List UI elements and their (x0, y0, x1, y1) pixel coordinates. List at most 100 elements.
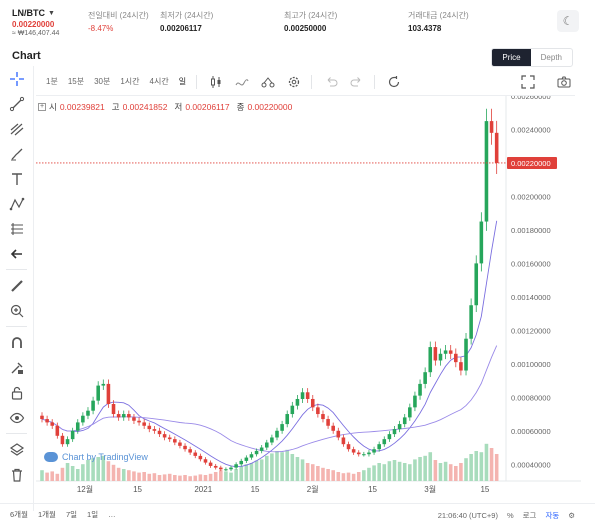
candle-body (402, 417, 407, 425)
eye-icon[interactable] (0, 405, 34, 430)
pair-selector[interactable]: LN/BTC ▼ (12, 8, 102, 18)
y-tick-label: 0.00080000 (511, 393, 551, 402)
volume-bar (331, 470, 335, 481)
crosshair-icon[interactable] (0, 66, 34, 91)
chevron-down-icon[interactable]: ▼ (48, 9, 55, 17)
range-7d[interactable]: 7일 (65, 510, 78, 519)
candle-body (86, 410, 90, 416)
clock-text: 21:06:40 (UTC+9) (437, 511, 498, 520)
volume-bar (362, 470, 366, 481)
legend-open: 0.00239821 (59, 102, 105, 112)
candle-body (270, 437, 274, 443)
volume-bar (249, 463, 254, 481)
ruler-icon[interactable] (0, 273, 34, 298)
tradingview-watermark[interactable]: Chart by TradingView (44, 452, 148, 462)
candle-body (479, 221, 484, 264)
drawing-toolbar (0, 66, 34, 511)
candle-body (300, 392, 305, 399)
interval-1h[interactable]: 1시간 (120, 77, 140, 86)
gear-icon[interactable]: ⚙ (568, 511, 575, 520)
stat-value: 0.00206117 (160, 24, 202, 33)
candle-body (162, 434, 167, 438)
auto-toggle[interactable]: 자동 (545, 511, 560, 520)
log-toggle[interactable]: 로그 (522, 511, 537, 520)
settings-icon[interactable] (287, 75, 301, 89)
y-tick-label: 0.00260000 (511, 96, 551, 101)
ticker-info[interactable]: LN/BTC ▼ 0.00220000 ≈ ₩146,407.44 (12, 8, 102, 37)
candle-body (484, 121, 489, 222)
candle-body (428, 347, 433, 373)
interval-1m[interactable]: 1분 (46, 77, 58, 86)
interval-1d[interactable]: 일 (178, 77, 187, 86)
candle-body (198, 455, 203, 460)
volume-bar (183, 475, 187, 481)
line-type-icon[interactable] (235, 75, 249, 89)
candle-body (408, 407, 412, 418)
volume-bar (229, 472, 233, 481)
stat-value: 0.00250000 (284, 24, 327, 33)
text-icon[interactable] (0, 166, 34, 191)
indicator-icon[interactable] (261, 75, 275, 89)
volume-bar (106, 461, 111, 481)
volume-bar (50, 471, 55, 481)
trend-line-icon[interactable] (0, 91, 34, 116)
range-6m[interactable]: 6개월 (10, 510, 28, 519)
stat-high: 최고가 (24시간) 0.00250000 (284, 10, 337, 33)
candle-body (254, 450, 259, 455)
collapse-icon[interactable]: + (38, 103, 46, 111)
range-more[interactable]: … (108, 510, 116, 519)
undo-icon[interactable] (324, 75, 338, 89)
camera-icon[interactable] (557, 75, 571, 89)
candle-body (45, 419, 49, 423)
stay-drawing-icon[interactable] (0, 355, 34, 380)
volume-bar (290, 454, 295, 481)
volume-bar (178, 475, 182, 481)
interval-30m[interactable]: 30분 (94, 77, 111, 86)
moon-icon[interactable]: ☾ (557, 10, 579, 32)
arrow-left-icon[interactable] (0, 241, 34, 266)
candle-type-icon[interactable] (209, 75, 223, 89)
measure-icon[interactable] (0, 216, 34, 241)
tab-price[interactable]: Price (492, 49, 531, 66)
volume-bar (132, 471, 136, 481)
reload-icon[interactable] (387, 75, 401, 89)
volume-bar (341, 473, 346, 481)
lock-icon[interactable] (0, 380, 34, 405)
stat-label: 최저가 (24시간) (160, 11, 214, 20)
candle-body (474, 263, 479, 306)
chart-toolbar: 1분 15분 30분 1시간 4시간 일 (36, 68, 575, 96)
fib-icon[interactable] (0, 116, 34, 141)
redo-icon[interactable] (350, 75, 364, 89)
fullscreen-icon[interactable] (521, 75, 535, 89)
volume-bar (70, 466, 75, 481)
volume-bar (479, 452, 484, 481)
candle-body (367, 452, 371, 455)
volume-bar (377, 463, 381, 481)
range-1m[interactable]: 1개월 (37, 510, 56, 519)
trash-icon[interactable] (0, 462, 34, 487)
x-tick-label: 12월 (77, 484, 93, 494)
zoom-in-icon[interactable] (0, 298, 34, 323)
candle-body (397, 424, 402, 430)
magnet-icon[interactable] (0, 330, 34, 355)
x-tick-label: 15 (480, 485, 489, 494)
volume-bar (121, 469, 126, 481)
volume-bar (55, 473, 60, 481)
y-tick-label: 0.00160000 (511, 259, 551, 268)
tab-depth[interactable]: Depth (540, 53, 562, 62)
volume-bar (464, 458, 468, 481)
pattern-icon[interactable] (0, 191, 34, 216)
interval-4h[interactable]: 4시간 (149, 77, 169, 86)
price-chart[interactable]: 0.00260000 0.00240000 0.00220000 0.00200000… (36, 96, 581, 502)
candle-body (213, 465, 218, 468)
candle-body (70, 430, 75, 440)
candle-body (392, 429, 397, 435)
range-1d[interactable]: 1일 (87, 510, 99, 519)
percent-toggle[interactable]: % (506, 511, 514, 520)
layers-icon[interactable] (0, 437, 34, 462)
candle-body (295, 398, 300, 406)
candle-body (142, 422, 146, 426)
volume-bar (270, 453, 274, 481)
brush-icon[interactable] (0, 141, 34, 166)
interval-15m[interactable]: 15분 (67, 77, 85, 86)
